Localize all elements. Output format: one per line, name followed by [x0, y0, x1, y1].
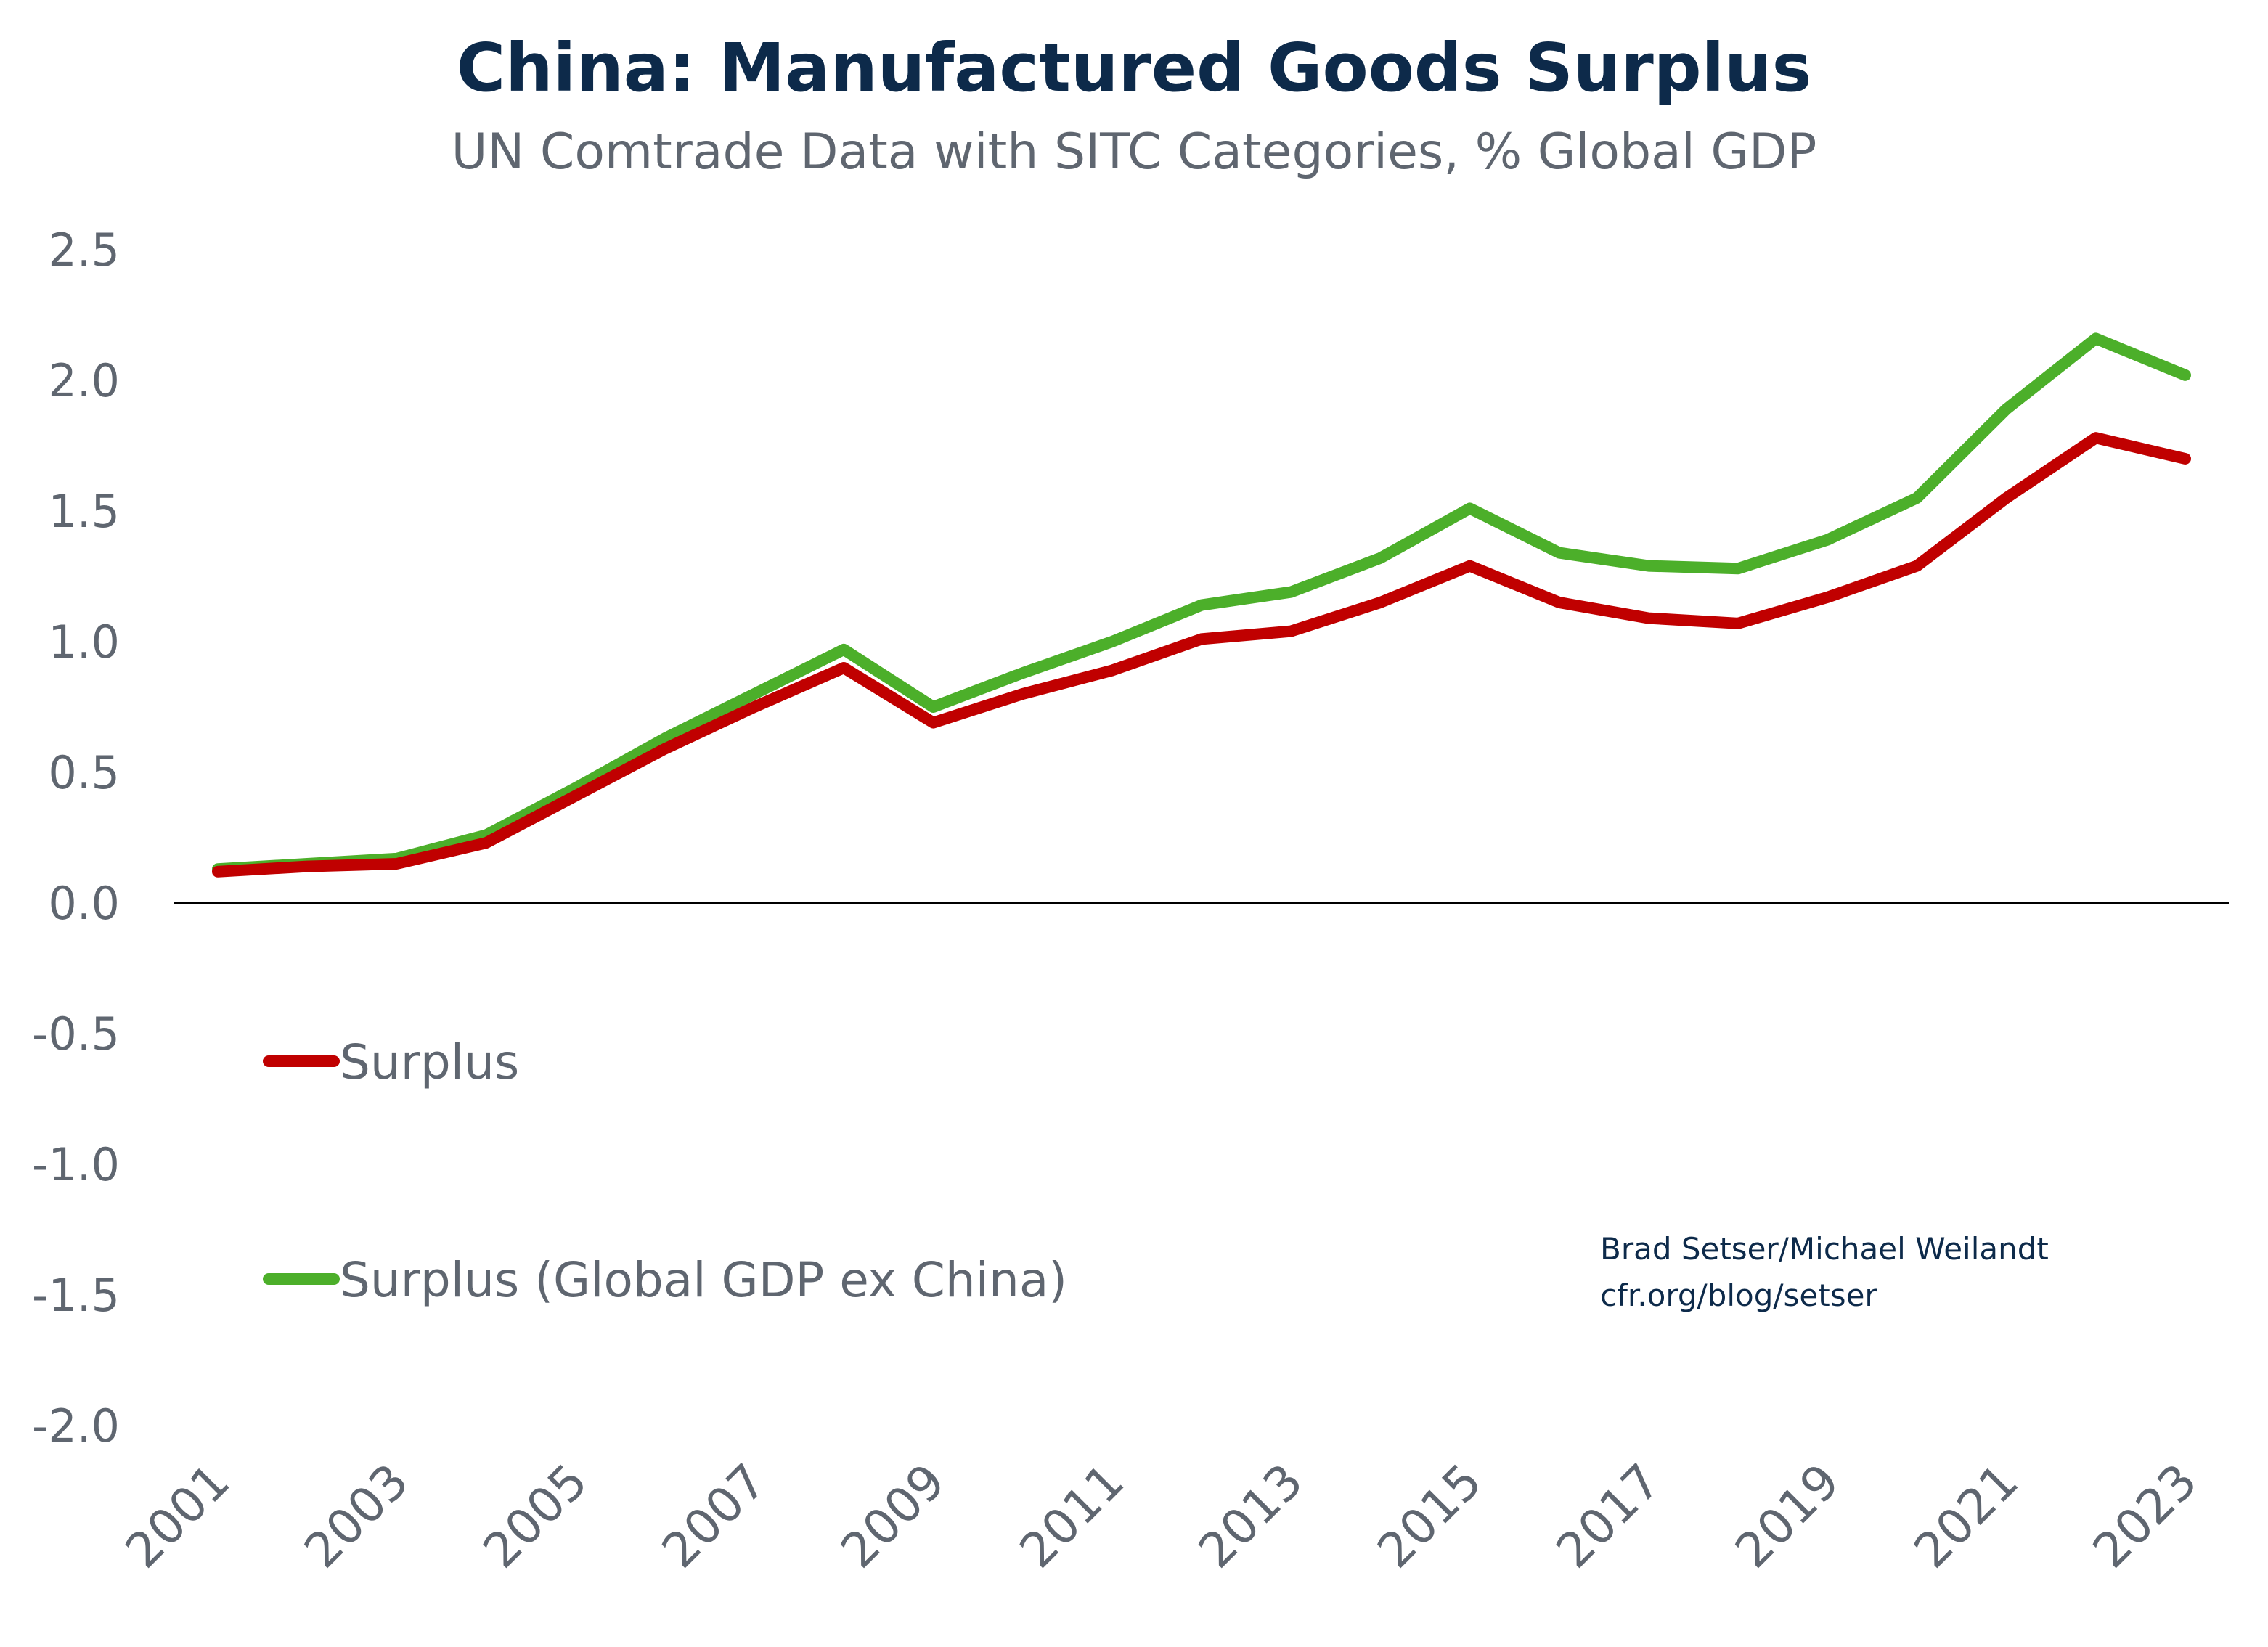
x-tick-label: 2009	[831, 1453, 956, 1579]
y-tick-label: 2.0	[48, 354, 120, 407]
x-tick-label: 2001	[115, 1453, 240, 1579]
legend-label: Surplus (Global GDP ex China)	[340, 1252, 1067, 1308]
y-tick-label: -1.5	[32, 1269, 120, 1322]
chart-subtitle: UN Comtrade Data with SITC Categories, %…	[451, 123, 1817, 181]
series-line-surplus-ex-china	[212, 332, 2191, 875]
x-tick-label: 2013	[1188, 1453, 1313, 1579]
x-tick-label: 2023	[2082, 1453, 2208, 1579]
x-tick-label: 2021	[1904, 1453, 2029, 1579]
x-tick-label: 2007	[651, 1453, 777, 1579]
chart-title: China: Manufactured Goods Surplus	[456, 29, 1812, 107]
series-line-surplus	[212, 432, 2191, 878]
x-tick-label: 2017	[1546, 1453, 1671, 1579]
credit-url: cfr.org/blog/setser	[1600, 1278, 1877, 1313]
y-tick-label: 1.0	[48, 616, 120, 669]
y-tick-label: 0.0	[48, 877, 120, 930]
x-tick-label: 2015	[1367, 1453, 1493, 1579]
y-tick-label: 0.5	[48, 746, 120, 799]
y-tick-label: 1.5	[48, 485, 120, 538]
x-tick-label: 2019	[1724, 1453, 1850, 1579]
y-tick-label: -1.0	[32, 1138, 120, 1191]
x-tick-label: 2011	[1009, 1453, 1135, 1579]
legend-label: Surplus	[340, 1034, 519, 1090]
x-tick-label: 2005	[473, 1453, 598, 1579]
y-tick-label: 2.5	[48, 224, 120, 277]
y-tick-label: -0.5	[32, 1008, 120, 1060]
y-tick-label: -2.0	[32, 1399, 120, 1452]
x-tick-label: 2003	[293, 1453, 419, 1579]
credit-author: Brad Setser/Michael Weilandt	[1600, 1231, 2049, 1267]
